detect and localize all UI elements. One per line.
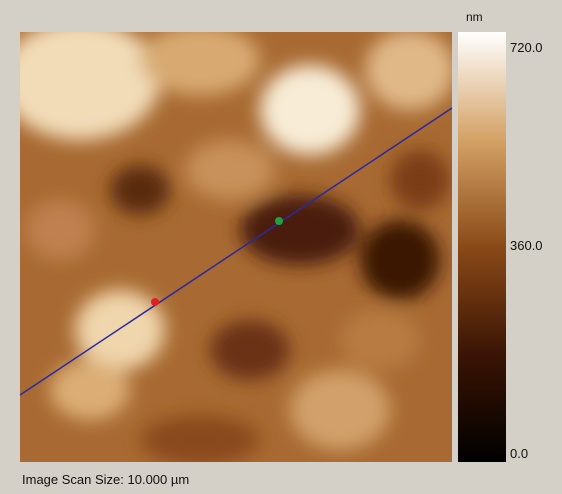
- colorbar-mid: 360.0: [510, 238, 543, 253]
- scan-size-caption: Image Scan Size: 10.000 µm: [22, 472, 189, 487]
- cursor-green[interactable]: [275, 217, 283, 225]
- colorbar-max: 720.0: [510, 40, 543, 55]
- unit-label: nm: [466, 10, 483, 24]
- colorbar-min: 0.0: [510, 446, 528, 461]
- afm-view: [0, 0, 562, 494]
- cursor-red[interactable]: [151, 298, 159, 306]
- afm-window: nm 720.0 360.0 0.0 Image Scan Size: 10.0…: [0, 0, 562, 494]
- color-bar: [458, 32, 506, 462]
